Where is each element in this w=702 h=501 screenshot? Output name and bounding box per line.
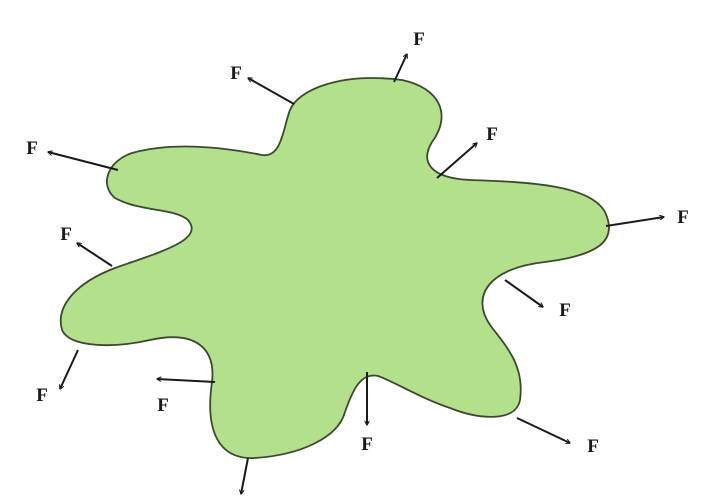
force-label-upper-left: F — [230, 63, 242, 84]
force-arrow-right-lower — [504, 279, 543, 307]
force-arrow-upper-left — [248, 77, 295, 105]
force-arrow-bottom-left — [157, 379, 216, 383]
force-arrow-upper-right — [436, 143, 477, 179]
force-arrow-bottom-right — [516, 417, 570, 444]
force-label-lower-left: F — [36, 385, 48, 406]
force-arrow-right — [605, 217, 664, 227]
force-label-left-upper: F — [26, 138, 38, 159]
force-label-left-middle: F — [60, 224, 72, 245]
force-arrow-left-middle — [77, 243, 113, 267]
force-labels: F F F F F F F F F F F — [26, 29, 689, 457]
force-label-upper-right: F — [486, 124, 498, 145]
force-label-right-lower: F — [559, 300, 571, 321]
force-arrows — [48, 54, 664, 494]
force-label-bottom-left: F — [157, 395, 169, 416]
force-label-right: F — [677, 207, 689, 228]
force-arrow-bottom — [241, 457, 249, 494]
force-arrow-left-upper — [48, 152, 119, 171]
force-label-top: F — [413, 29, 425, 50]
force-label-bottom-right: F — [587, 436, 599, 457]
force-arrow-lower-left — [59, 349, 79, 389]
force-label-bottom-middle: F — [361, 434, 373, 455]
irregular-body — [59, 77, 610, 459]
force-arrow-top — [393, 54, 408, 83]
